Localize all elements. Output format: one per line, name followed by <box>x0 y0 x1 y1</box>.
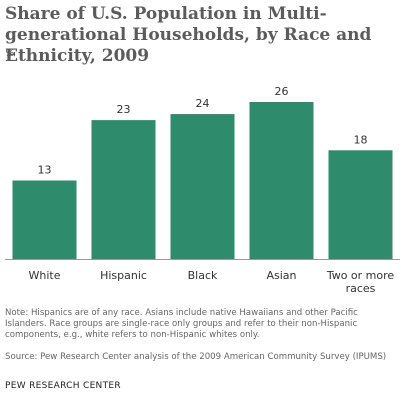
y-axis-unit-label: % <box>5 48 15 59</box>
category-tick-label: White <box>29 269 61 282</box>
bar-chart: 13 White 23 Hispanic 24 Black 26 Asian 18 Two or … <box>5 85 400 295</box>
chart-title: Share of U.S. Population in Multi-genera… <box>5 4 372 66</box>
bar-two-or-more-races <box>328 150 393 259</box>
data-label: 24 <box>196 97 210 110</box>
category-tick-label: Black <box>188 269 218 282</box>
category-tick-label: Asian <box>266 269 296 282</box>
category-tick-label: Two or more races <box>326 269 395 295</box>
data-label: 23 <box>117 103 131 116</box>
category-tick-label: Hispanic <box>100 269 147 282</box>
brand-label: PEW RESEARCH CENTER <box>5 381 121 391</box>
data-label: 18 <box>354 133 368 146</box>
bar-black <box>170 114 235 259</box>
data-label: 26 <box>275 85 289 98</box>
chart-note: Note: Hispanics are of any race. Asians … <box>5 308 358 340</box>
bar-asian <box>249 102 314 259</box>
data-label: 13 <box>38 164 52 177</box>
bar-white <box>12 180 77 259</box>
bar-hispanic <box>91 120 156 259</box>
chart-source: Source: Pew Research Center analysis of … <box>5 352 387 362</box>
